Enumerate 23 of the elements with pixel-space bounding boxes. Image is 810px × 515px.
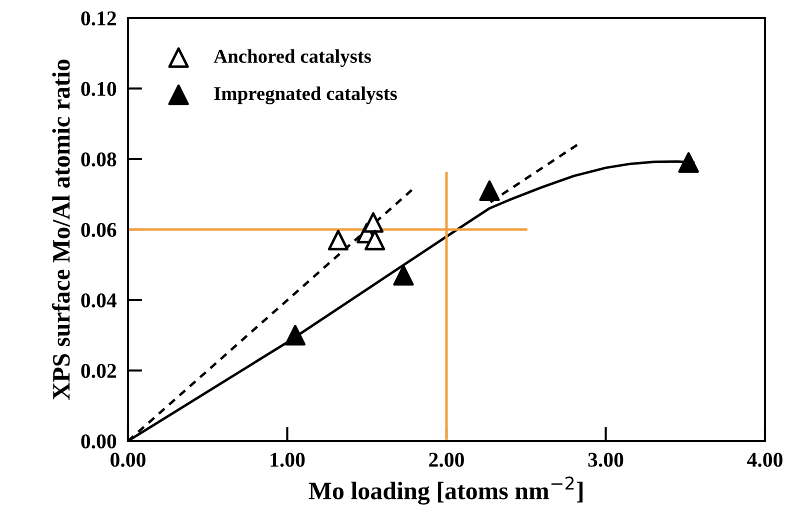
x-tick-label: 3.00 [588,452,624,467]
y-tick-label: 0.12 [81,11,116,26]
point [328,230,349,250]
point [364,230,386,250]
point [393,265,414,286]
y-tick-label: 0.04 [81,293,116,308]
point [479,180,500,202]
x-axis-title: Mo loading [atoms nm$^{−2}$] [308,476,583,505]
y-tick-label: 0.08 [81,152,116,167]
x-tick-label: 0.00 [110,452,146,467]
point [362,212,384,233]
point [284,324,306,346]
x-tick-label: 2.00 [429,452,464,467]
legend-label: Anchored catalysts [214,49,371,67]
y-axis-title: XPS surface Mo/Al atomic ratio [52,60,70,400]
y-tick-label: 0.10 [81,82,116,96]
y-tick-label: 0.06 [81,222,116,238]
x-tick-label: 1.00 [270,452,305,467]
point [678,152,699,173]
x-tick-label: 4.00 [747,452,782,467]
y-tick-label: 0.02 [81,364,116,378]
legend-label: Impregnated catalysts [214,86,397,104]
y-tick-label: 0.00 [81,434,116,449]
